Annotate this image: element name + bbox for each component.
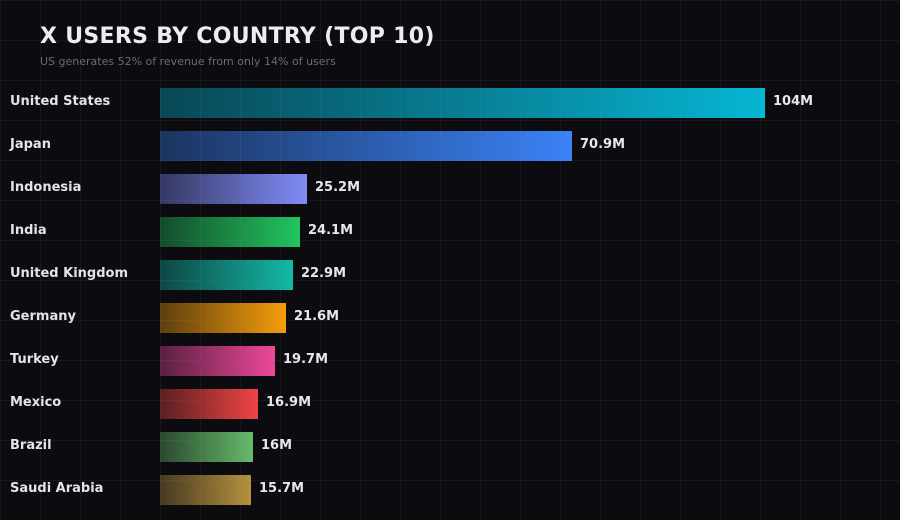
bar-row: India 24.1M [0, 217, 900, 247]
bar [160, 88, 765, 118]
bar [160, 346, 275, 376]
bar-row: Mexico 16.9M [0, 389, 900, 419]
value-label: 16.9M [266, 395, 312, 410]
category-label: Germany [10, 309, 76, 324]
bar-row: United Kingdom 22.9M [0, 260, 900, 290]
value-label: 19.7M [283, 352, 329, 367]
category-label: United States [10, 94, 111, 109]
value-label: 22.9M [301, 266, 347, 281]
value-label: 16M [261, 438, 293, 453]
category-label: Japan [10, 137, 51, 152]
bar-row: Indonesia 25.2M [0, 174, 900, 204]
category-label: Turkey [10, 352, 59, 367]
category-label: United Kingdom [10, 266, 129, 281]
bar [160, 475, 251, 505]
bar [160, 131, 572, 161]
category-label: Saudi Arabia [10, 481, 104, 496]
bar [160, 303, 286, 333]
bar-row: Turkey 19.7M [0, 346, 900, 376]
value-label: 104M [773, 94, 814, 109]
bar [160, 260, 293, 290]
category-label: India [10, 223, 47, 238]
bar-row: United States 104M [0, 88, 900, 118]
bar-row: Germany 21.6M [0, 303, 900, 333]
bar [160, 217, 300, 247]
bar-row: Brazil 16M [0, 432, 900, 462]
bar-row: Saudi Arabia 15.7M [0, 475, 900, 505]
value-label: 21.6M [294, 309, 340, 324]
category-label: Mexico [10, 395, 62, 410]
chart-title: X USERS BY COUNTRY (TOP 10) [40, 24, 435, 49]
category-label: Brazil [10, 438, 52, 453]
bar [160, 174, 307, 204]
chart-subtitle: US generates 52% of revenue from only 14… [40, 55, 336, 68]
bar [160, 389, 258, 419]
value-label: 24.1M [308, 223, 354, 238]
bar-row: Japan 70.9M [0, 131, 900, 161]
value-label: 25.2M [315, 180, 361, 195]
category-label: Indonesia [10, 180, 82, 195]
value-label: 70.9M [580, 137, 626, 152]
value-label: 15.7M [259, 481, 305, 496]
bar [160, 432, 253, 462]
